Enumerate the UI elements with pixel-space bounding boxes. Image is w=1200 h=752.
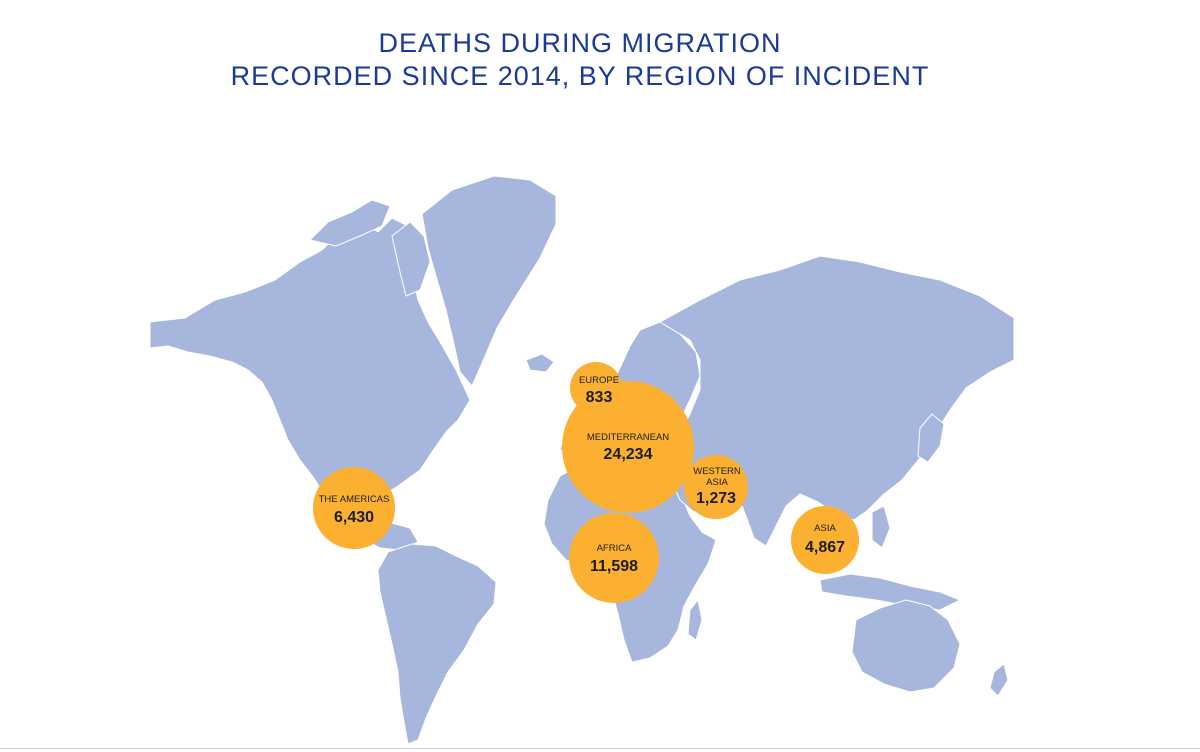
- label-western-asia-value: 1,273: [696, 490, 736, 507]
- label-western-asia-name-line1: WESTERN: [693, 466, 741, 477]
- label-the-americas-value: 6,430: [334, 509, 374, 526]
- bubble-western-asia[interactable]: [684, 455, 748, 519]
- bubble-mediterranean[interactable]: [562, 381, 694, 513]
- greenland-shape: [421, 175, 557, 387]
- region-bubble-western-asia[interactable]: WESTERN ASIA 1,273: [684, 455, 748, 519]
- bubble-the-americas[interactable]: [313, 467, 395, 549]
- title-line-2: RECORDED SINCE 2014, BY REGION OF INCIDE…: [230, 61, 930, 91]
- bubble-asia[interactable]: [791, 506, 859, 574]
- label-africa-value: 11,598: [590, 558, 638, 575]
- bubble-europe[interactable]: [570, 362, 622, 414]
- title-line-1: DEATHS DURING MIGRATION: [378, 28, 782, 58]
- label-mediterranean-value: 24,234: [604, 446, 653, 463]
- label-europe-value: 833: [586, 389, 613, 406]
- bottom-divider: [0, 748, 1200, 749]
- bubble-africa[interactable]: [569, 513, 659, 603]
- label-europe-name: EUROPE: [579, 375, 619, 386]
- label-the-americas-name: THE AMERICAS: [319, 494, 390, 505]
- region-bubble-mediterranean[interactable]: MEDITERRANEAN 24,234: [562, 381, 694, 513]
- label-mediterranean-name: MEDITERRANEAN: [587, 432, 669, 443]
- map-title: DEATHS DURING MIGRATION RECORDED SINCE 2…: [0, 27, 1160, 93]
- madagascar-shape: [687, 599, 703, 641]
- label-africa-name: AFRICA: [597, 543, 633, 554]
- region-bubble-africa[interactable]: AFRICA 11,598: [569, 513, 659, 603]
- arctic-islands-shape: [309, 199, 391, 247]
- region-bubble-europe[interactable]: EUROPE 833: [570, 362, 622, 414]
- region-bubble-the-americas[interactable]: THE AMERICAS 6,430: [313, 467, 395, 549]
- label-asia-value: 4,867: [805, 539, 845, 556]
- iceland-shape: [525, 353, 555, 373]
- australia-shape: [851, 599, 961, 693]
- philippines-shape: [871, 505, 891, 549]
- bubbles: MEDITERRANEAN 24,234 EUROPE 833 WESTERN …: [313, 362, 859, 603]
- south-america-shape: [377, 543, 497, 745]
- southeast-asia-islands-shape: [819, 573, 961, 611]
- baffin-island-shape: [391, 221, 431, 297]
- japan-shape: [917, 413, 945, 463]
- label-western-asia-name-line2: ASIA: [706, 477, 728, 488]
- region-bubble-asia[interactable]: ASIA 4,867: [791, 506, 859, 574]
- label-asia-name: ASIA: [814, 523, 836, 534]
- new-zealand-shape: [989, 663, 1009, 697]
